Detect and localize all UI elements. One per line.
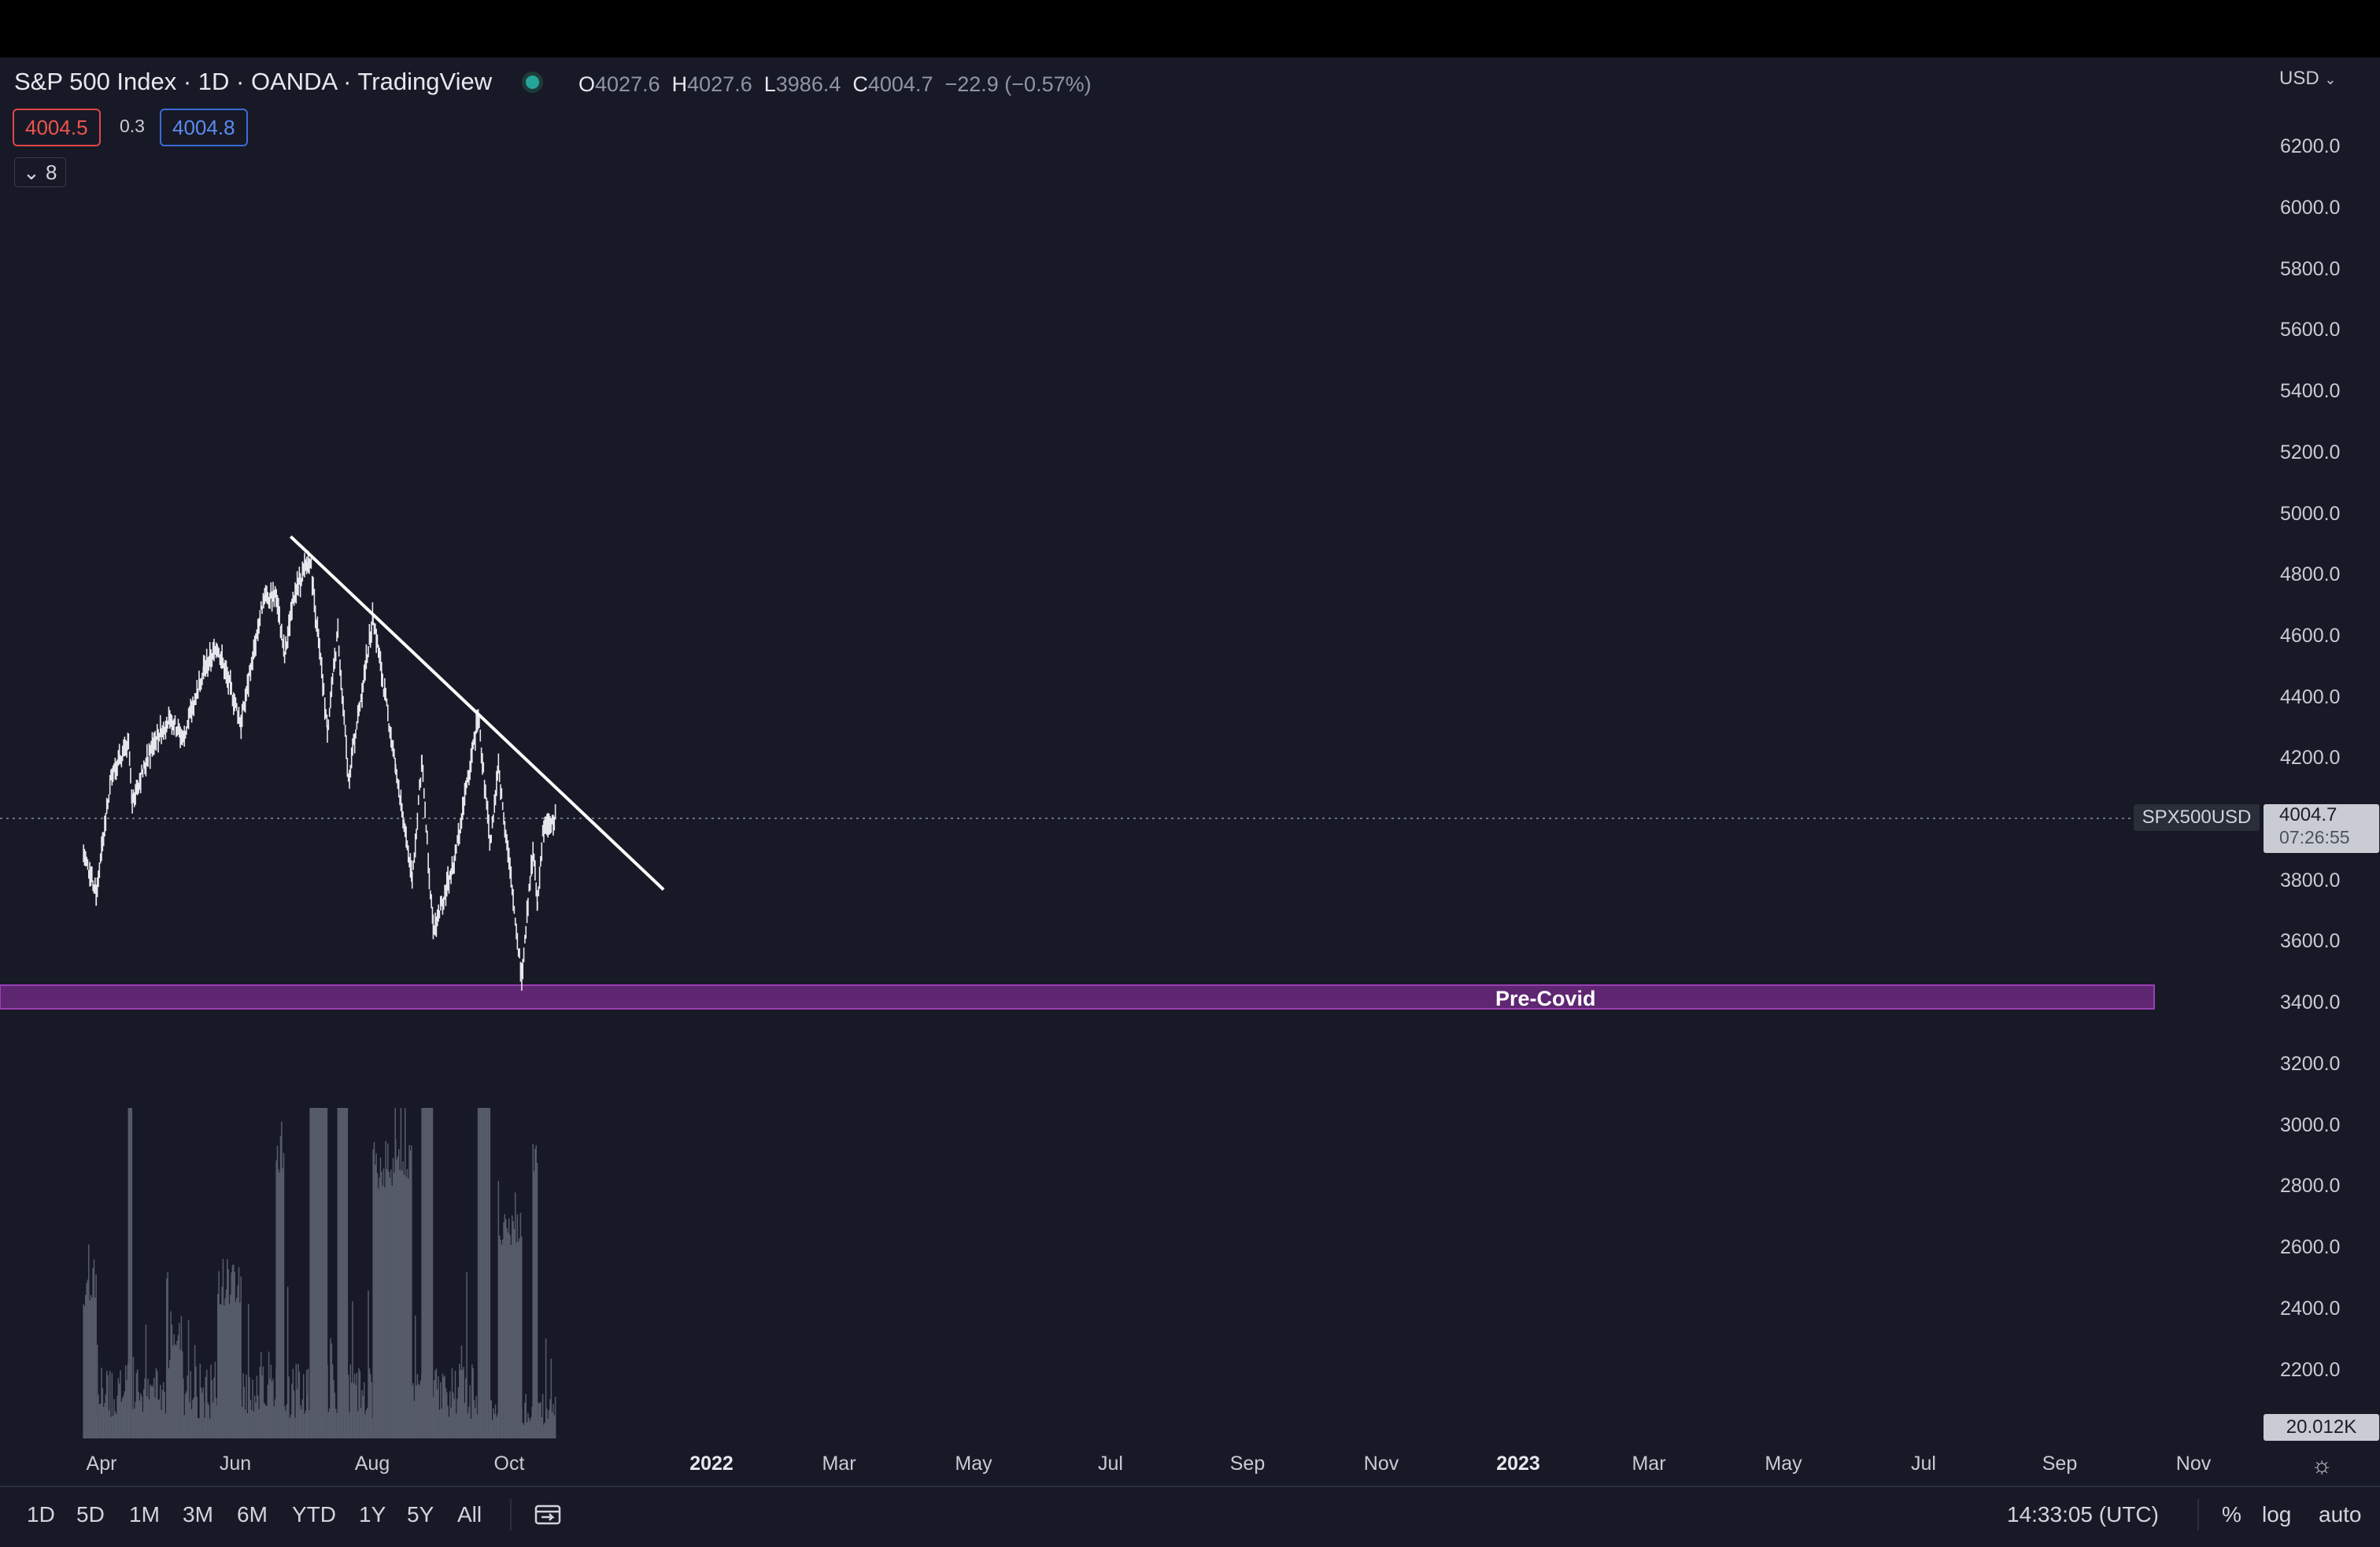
pre-covid-label: Pre-Covid [1495, 987, 1596, 1010]
time-tick: Sep [2042, 1453, 2078, 1475]
ohlc-values: O4027.6 H4027.6 L3986.4 C4004.7 −22.9 (−… [578, 72, 1092, 96]
pre-covid-zone[interactable] [0, 984, 2155, 1010]
price-tick: 4200.0 [2280, 747, 2341, 769]
range-3m-button[interactable]: 3M [183, 1502, 213, 1527]
settings-icon[interactable]: ☼ [2311, 1453, 2333, 1479]
price-tick: 6000.0 [2280, 197, 2341, 219]
range-6m-button[interactable]: 6M [237, 1502, 268, 1527]
bottom-toolbar [0, 1486, 2380, 1547]
toolbar-divider [510, 1499, 512, 1530]
price-tick: 5600.0 [2280, 319, 2341, 341]
time-tick: 2022 [689, 1453, 734, 1475]
currency-selector[interactable]: USD ⌄ [2279, 68, 2337, 89]
market-status-icon [522, 71, 544, 93]
range-ytd-button[interactable]: YTD [292, 1502, 336, 1527]
price-tick: 2400.0 [2280, 1298, 2341, 1320]
price-tick: 6200.0 [2280, 135, 2341, 157]
range-5y-button[interactable]: 5Y [407, 1502, 434, 1527]
volume-histogram [83, 1108, 556, 1438]
bar-countdown: 07:26:55 [2279, 827, 2350, 847]
chevron-down-icon: ⌄ [23, 161, 40, 184]
price-tick: 3200.0 [2280, 1053, 2341, 1075]
auto-scale-toggle[interactable]: auto [2319, 1502, 2362, 1527]
time-tick: May [1765, 1453, 1802, 1475]
percent-scale-toggle[interactable]: % [2222, 1502, 2241, 1527]
time-tick: 2023 [1496, 1453, 1540, 1475]
indicators-count: 8 [46, 161, 57, 184]
time-tick: Nov [2175, 1453, 2212, 1475]
top-black-bar [0, 0, 2380, 57]
range-5d-button[interactable]: 5D [76, 1502, 105, 1527]
time-tick: Jul [1911, 1453, 1936, 1475]
spread-value: 0.3 [120, 116, 145, 136]
range-all-button[interactable]: All [457, 1502, 482, 1527]
price-tick: 3800.0 [2280, 869, 2341, 892]
last-price-tag: 4004.7 07:26:55 [2264, 804, 2379, 853]
toolbar-divider [2197, 1499, 2199, 1530]
log-scale-toggle[interactable]: log [2262, 1502, 2292, 1527]
price-tick: 5400.0 [2280, 380, 2341, 402]
indicators-toggle[interactable]: ⌄ 8 [14, 157, 66, 187]
time-tick: Jun [219, 1453, 252, 1475]
trend-line[interactable] [289, 535, 665, 892]
time-tick: Oct [493, 1453, 525, 1475]
time-tick: Mar [1632, 1453, 1666, 1475]
time-tick: May [955, 1453, 992, 1475]
time-tick: Nov [1363, 1453, 1399, 1475]
range-1y-button[interactable]: 1Y [359, 1502, 386, 1527]
last-price-value: 4004.7 [2279, 804, 2338, 825]
range-1d-button[interactable]: 1D [27, 1502, 55, 1527]
time-tick: Sep [1229, 1453, 1266, 1475]
buy-price-button[interactable]: 4004.8 [160, 109, 248, 146]
price-tick: 4400.0 [2280, 686, 2341, 708]
price-tick: 3000.0 [2280, 1114, 2341, 1136]
price-tick: 5200.0 [2280, 441, 2341, 463]
time-tick: Aug [354, 1453, 390, 1475]
chevron-down-icon: ⌄ [2324, 72, 2337, 87]
price-tick: 5000.0 [2280, 503, 2341, 525]
sell-price-button[interactable]: 4004.5 [13, 109, 101, 146]
time-tick: Apr [86, 1453, 117, 1475]
range-1m-button[interactable]: 1M [129, 1502, 160, 1527]
price-tick: 4800.0 [2280, 563, 2341, 585]
volume-tag: 20.012K [2264, 1414, 2379, 1441]
chart-legend[interactable]: S&P 500 Index · 1D · OANDA · TradingView [14, 68, 544, 96]
price-tick: 5800.0 [2280, 258, 2341, 280]
date-range-icon[interactable] [534, 1502, 562, 1533]
utc-clock[interactable]: 14:33:05 (UTC) [2007, 1502, 2159, 1527]
price-tick: 3600.0 [2280, 930, 2341, 952]
price-tick: 4600.0 [2280, 625, 2341, 647]
price-tick: 3400.0 [2280, 991, 2341, 1013]
symbol-title[interactable]: S&P 500 Index · 1D · OANDA · TradingView [14, 68, 493, 95]
chart-canvas[interactable] [0, 57, 2259, 1486]
time-tick: Mar [822, 1453, 856, 1475]
symbol-price-tag: SPX500USD [2134, 804, 2260, 831]
price-tick: 2200.0 [2280, 1359, 2341, 1381]
price-bars [83, 550, 556, 991]
price-tick: 2600.0 [2280, 1236, 2341, 1258]
price-tick: 2800.0 [2280, 1175, 2341, 1197]
time-tick: Jul [1098, 1453, 1123, 1475]
